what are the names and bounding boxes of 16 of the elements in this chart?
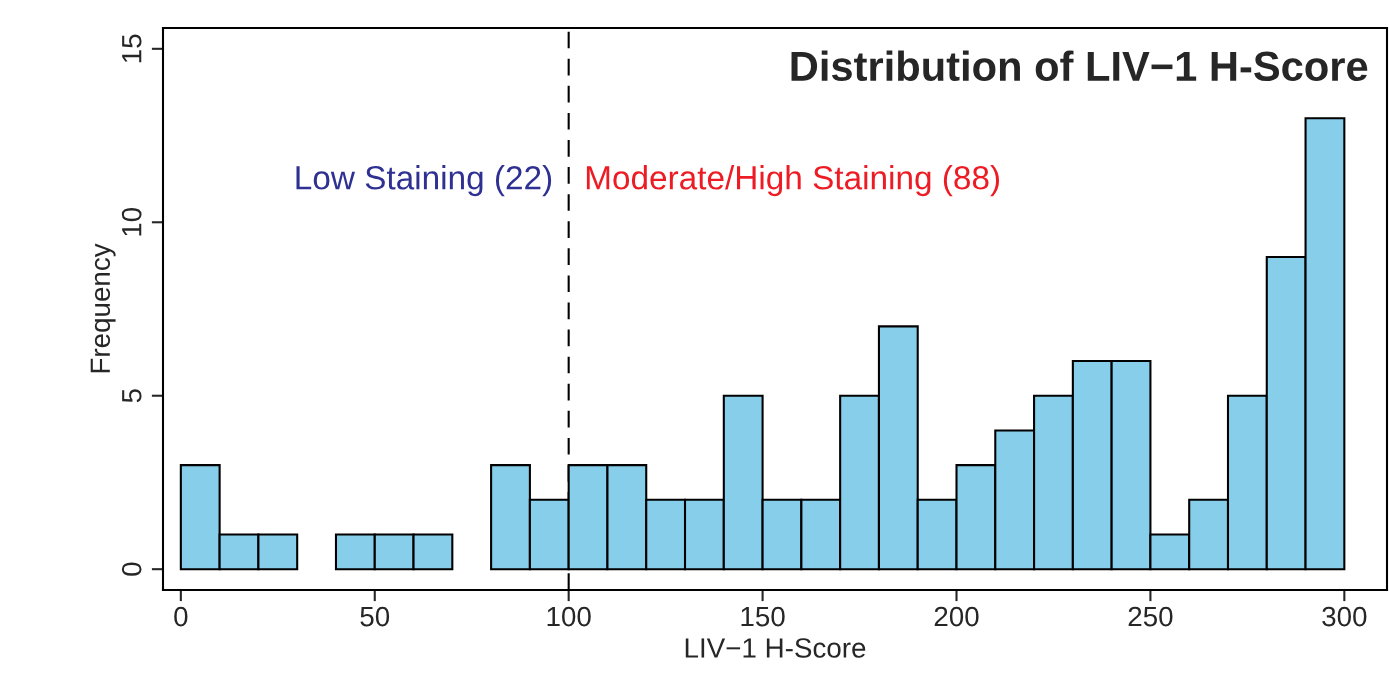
x-tick-label: 150 [741, 606, 785, 627]
x-tick-label: 250 [1128, 606, 1173, 627]
x-tick-label: 50 [360, 606, 390, 627]
chart-title: Distribution of LIV−1 H-Score [791, 50, 1368, 82]
x-tick-label: 100 [547, 606, 591, 627]
x-tick-label: 200 [934, 606, 979, 627]
annotation: Low Staining (22) [296, 165, 552, 197]
y-tick-label: 5 [122, 389, 142, 403]
y-tick-label: 0 [121, 562, 142, 576]
x-tick-label: 0 [174, 606, 188, 627]
y-tick-label: 15 [122, 34, 142, 63]
y-tick-label: 10 [121, 207, 142, 236]
x-axis-title: LIV−1 H-Score [685, 638, 866, 658]
annotation: Moderate/High Staining (88) [586, 165, 1000, 197]
y-axis-title: Frequency [90, 243, 116, 373]
x-tick-label: 300 [1322, 606, 1367, 627]
